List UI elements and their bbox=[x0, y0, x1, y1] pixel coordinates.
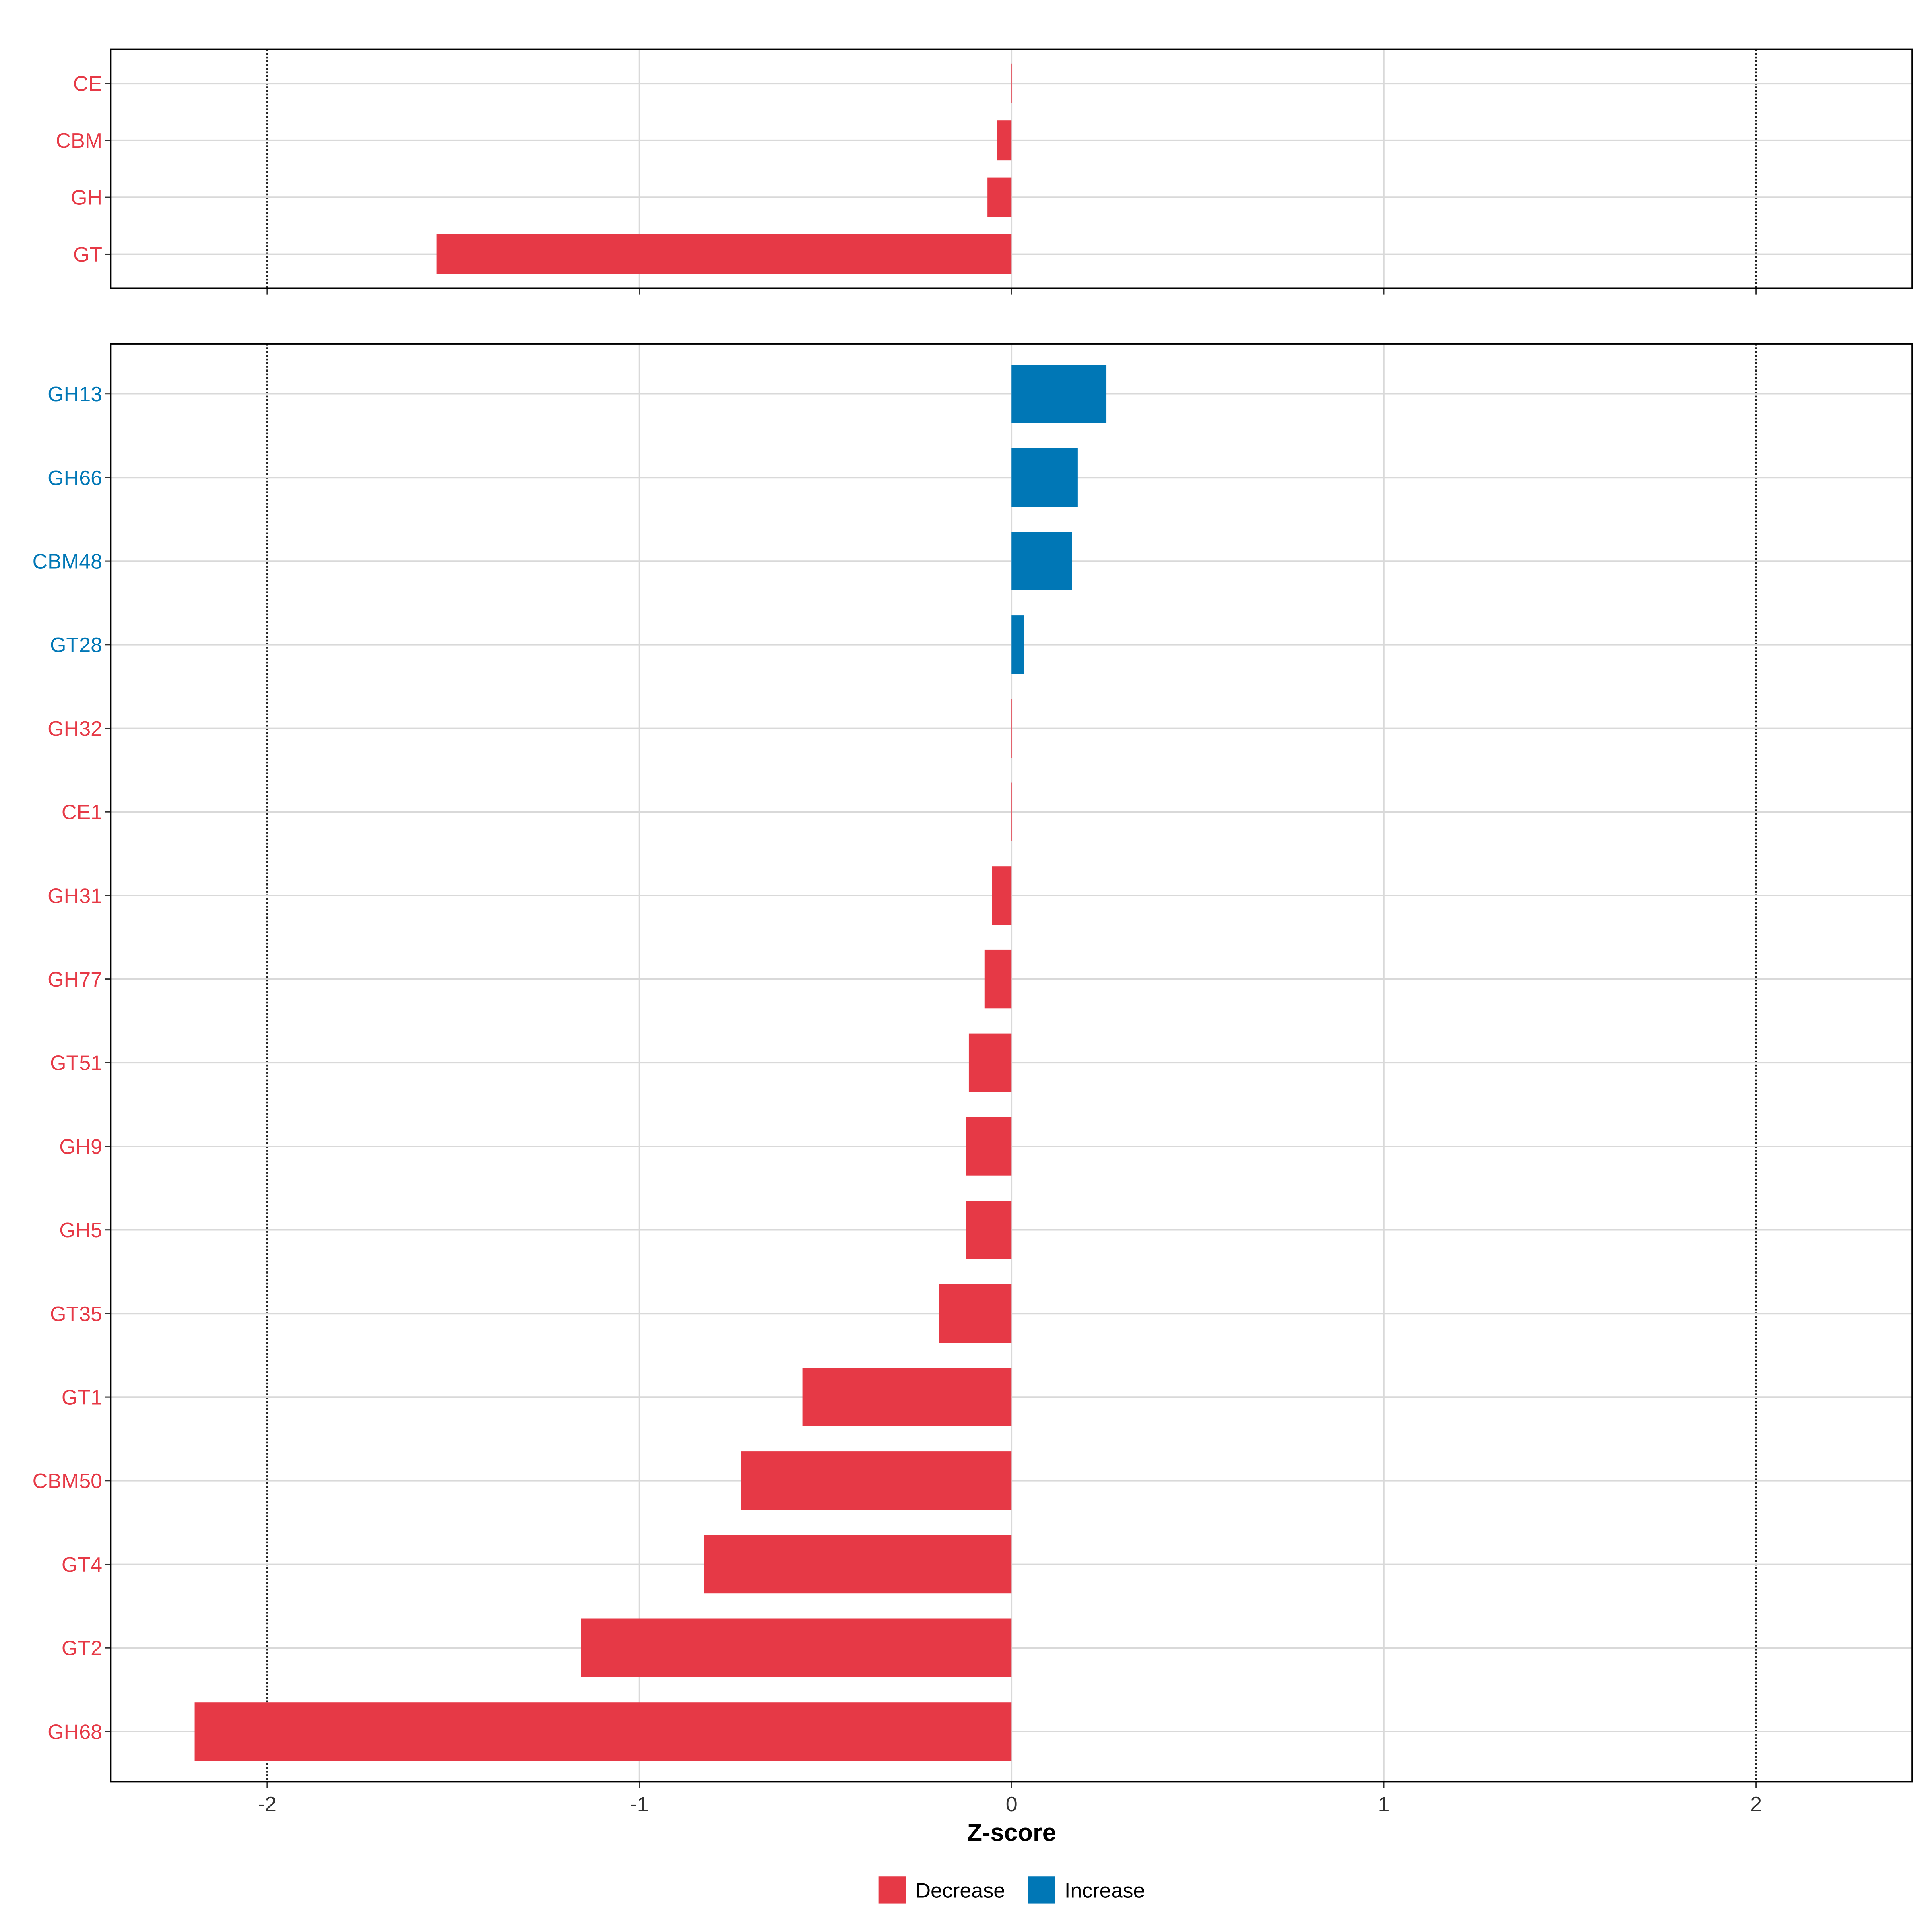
legend-label-increase: Increase bbox=[1065, 1879, 1145, 1902]
bar-GH bbox=[987, 177, 1012, 217]
bar-CBM bbox=[997, 120, 1012, 161]
x-tick-label: 0 bbox=[1006, 1793, 1018, 1816]
y-tick-label: CE bbox=[73, 72, 102, 96]
bar-GH68 bbox=[194, 1702, 1012, 1761]
x-axis-title: Z-score bbox=[967, 1818, 1056, 1846]
bar-GH77 bbox=[984, 949, 1012, 1009]
y-tick-label: CBM50 bbox=[33, 1470, 103, 1493]
panel-2: GH13 GH66 CBM48 GT28 GH32 CE1 GH31 GH77 GT51 GH9 G… bbox=[33, 343, 1913, 1816]
legend-label-decrease: Decrease bbox=[915, 1879, 1005, 1902]
y-tick-label: GH32 bbox=[47, 717, 102, 741]
y-tick-label: GT4 bbox=[62, 1553, 102, 1577]
y-tick-label: GH68 bbox=[47, 1720, 102, 1744]
bar-GH66 bbox=[1011, 448, 1078, 507]
y-tick-label: GT51 bbox=[50, 1052, 102, 1075]
legend: Decrease Increase bbox=[878, 1876, 1145, 1904]
bar-GT4 bbox=[704, 1535, 1012, 1594]
y-tick-label: GT bbox=[73, 243, 102, 266]
y-tick-label: GH66 bbox=[47, 466, 102, 490]
legend-swatch-increase bbox=[1028, 1876, 1055, 1904]
bar-CE bbox=[1011, 63, 1012, 103]
legend-swatch-decrease bbox=[878, 1876, 906, 1904]
y-tick-label: GT28 bbox=[50, 634, 102, 657]
bar-CBM48 bbox=[1011, 532, 1072, 590]
bar-GT35 bbox=[939, 1284, 1012, 1343]
bar-GH32 bbox=[1011, 699, 1012, 758]
panel-border bbox=[110, 48, 1913, 289]
bar-GH9 bbox=[966, 1117, 1012, 1176]
bar-GT bbox=[436, 234, 1012, 274]
y-tick-label: GT2 bbox=[62, 1637, 102, 1660]
y-tick-label: CE1 bbox=[62, 801, 102, 824]
panel-border bbox=[110, 343, 1913, 1783]
y-tick-label: GH31 bbox=[47, 884, 102, 908]
x-tick-label: 2 bbox=[1750, 1793, 1762, 1816]
bar-CE1 bbox=[1011, 782, 1012, 841]
bar-GT28 bbox=[1011, 615, 1024, 674]
y-tick-label: GT35 bbox=[50, 1302, 102, 1326]
bar-GH31 bbox=[992, 866, 1012, 925]
x-tick-label: -2 bbox=[258, 1793, 277, 1816]
y-tick-label: GH bbox=[71, 186, 102, 209]
bar-GT1 bbox=[802, 1368, 1012, 1426]
y-tick-label: GH9 bbox=[59, 1135, 102, 1158]
y-tick-label: CBM48 bbox=[33, 550, 103, 573]
panel-1: CE CBM GH GT bbox=[56, 48, 1913, 295]
bar-GT51 bbox=[968, 1033, 1012, 1092]
y-tick-label: GH5 bbox=[59, 1219, 102, 1242]
bar-GH5 bbox=[966, 1201, 1012, 1259]
y-tick-label: GH13 bbox=[47, 383, 102, 406]
y-tick-label: GH77 bbox=[47, 968, 102, 991]
y-tick-label: CBM bbox=[56, 129, 102, 153]
bar-GT2 bbox=[581, 1618, 1012, 1677]
bar-GH13 bbox=[1011, 365, 1107, 423]
x-tick-label: -1 bbox=[630, 1793, 648, 1816]
y-tick-label: GT1 bbox=[62, 1386, 102, 1409]
x-tick-label: 1 bbox=[1378, 1793, 1389, 1816]
bar-CBM50 bbox=[741, 1451, 1012, 1510]
